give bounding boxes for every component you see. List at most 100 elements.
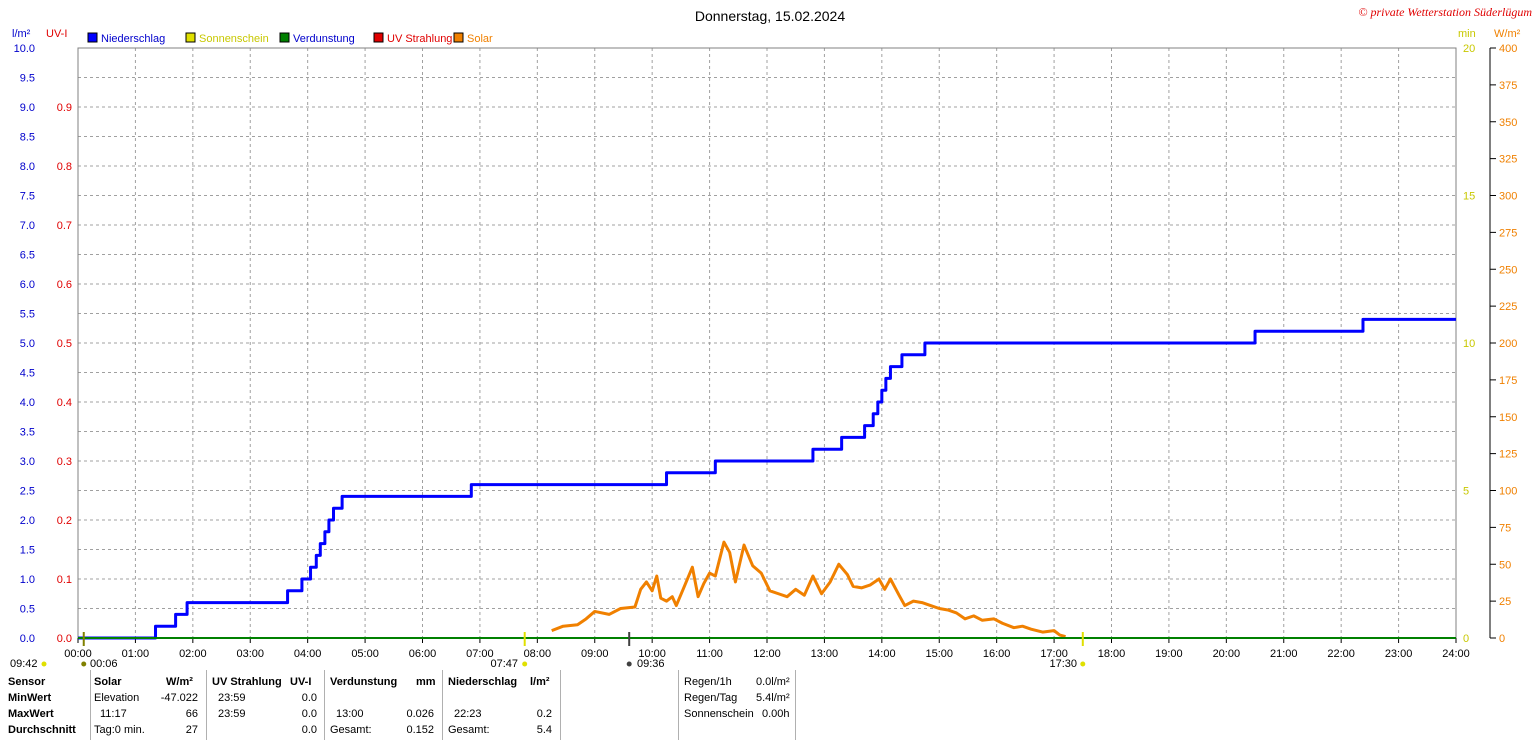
precip-tick-label: 10.0 [14,43,35,55]
solar-tick-label: 200 [1499,338,1517,350]
precip-tick-label: 9.0 [20,102,35,114]
solar-tick-label: 300 [1499,191,1517,203]
legend-swatch [185,32,196,43]
solar-tick-label: 250 [1499,264,1517,276]
summary-label: Sonnenschein [684,708,754,720]
uv-tick-label: 0.5 [57,338,72,350]
precip-tick-label: 1.0 [20,574,35,586]
sunshine-tick-label: 20 [1463,43,1475,55]
precip-tick-label: 0.5 [20,604,35,616]
uv-tick-label: 0.9 [57,102,72,114]
stats-verdunstung-time: 13:00 [336,708,364,720]
stats-header-uv-unit: UV-I [290,676,312,688]
x-tick-label: 09:00 [581,648,609,660]
uv-tick-label: 0.1 [57,574,72,586]
stats-solar-time: Elevation [94,692,140,704]
stats-header-verdunstung-unit: mm [416,676,436,688]
stats-uv-value: 0.0 [301,692,317,704]
legend-swatch [279,32,290,43]
stats-header-sensor: Sensor [8,676,46,688]
precip-tick-label: 4.0 [20,397,35,409]
uv-tick-label: 0.0 [57,633,72,645]
x-tick-label: 21:00 [1270,648,1298,660]
sunshine-tick-label: 5 [1463,486,1469,498]
stats-table: Sensor Solar W/m² UV Strahlung UV-I Verd… [0,668,1536,742]
precip-tick-label: 7.5 [20,191,35,203]
legend-label: Verdunstung [293,33,355,45]
precip-tick-label: 3.0 [20,456,35,468]
stats-solar-value: 66 [185,708,198,720]
legend-swatch [453,32,464,43]
uv-tick-label: 0.3 [57,456,72,468]
precip-tick-label: 6.0 [20,279,35,291]
stats-row-label: MinWert [8,692,52,704]
precip-tick-label: 0.0 [20,633,35,645]
moonrise-marker-label: 00:06 [90,658,118,668]
x-tick-label: 15:00 [925,648,953,660]
stats-verdunstung-value: 0.152 [406,724,434,736]
x-tick-label: 06:00 [409,648,437,660]
precip-tick-label: 4.5 [20,368,35,380]
solar-tick-label: 0 [1499,633,1505,645]
stats-uv-time: 23:59 [218,692,246,704]
stats-solar-time: 11:17 [100,708,127,720]
chart-series [78,317,1456,640]
solar-tick-label: 175 [1499,375,1517,387]
stats-row-label: Durchschnitt [8,724,76,736]
legend-label: UV Strahlung [387,33,452,45]
uv-tick-label: 0.4 [57,397,72,409]
solar-tick-label: 150 [1499,412,1517,424]
legend-label: Solar [467,33,493,45]
chart-title: Donnerstag, 15.02.2024 [695,8,845,24]
legend-swatch [373,32,384,43]
solar-tick-label: 350 [1499,117,1517,129]
x-tick-label: 17:00 [1040,648,1068,660]
solar-tick-label: 375 [1499,80,1517,92]
summary-value: 0.0l/m² [756,676,790,688]
precip-tick-label: 5.0 [20,338,35,350]
solar-tick-label: 275 [1499,227,1517,239]
stats-niederschlag-time: 22:23 [454,708,482,720]
x-tick-label: 02:00 [179,648,207,660]
precip-tick-label: 2.0 [20,515,35,527]
summary-label: Regen/Tag [684,692,738,704]
x-tick-label: 13:00 [811,648,839,660]
series-solar [551,540,1066,638]
uv-tick-label: 0.7 [57,220,72,232]
solar-tick-label: 25 [1499,596,1511,608]
moonset-marker-dot [626,661,632,667]
stats-solar-value: -47.022 [160,692,198,704]
x-tick-label: 11:00 [696,648,723,660]
solar-axis-unit: W/m² [1494,28,1521,40]
stats-header-niederschlag-unit: l/m² [530,676,550,688]
sunset-marker-dot [1080,661,1086,667]
sunshine-tick-label: 0 [1463,633,1469,645]
copyright-text: © private Wetterstation Süderlügum [1358,5,1532,19]
stats-divider [678,670,679,740]
uv-tick-label: 0.8 [57,161,72,173]
solar-tick-label: 400 [1499,43,1517,55]
legend-label: Niederschlag [101,33,165,45]
x-tick-label: 19:00 [1155,648,1183,660]
series-niederschlag [78,317,1456,640]
stats-solar-value: 27 [185,724,198,736]
sunshine-axis-unit: min [1458,28,1476,40]
precip-tick-label: 9.5 [20,73,35,85]
stats-header-solar-unit: W/m² [166,676,193,688]
precip-tick-label: 5.5 [20,309,35,321]
x-tick-label: 23:00 [1385,648,1413,660]
uv-tick-label: 0.6 [57,279,72,291]
precip-tick-label: 3.5 [20,427,35,439]
legend-label: Sonnenschein [199,33,269,45]
precip-tick-label: 1.5 [20,545,35,557]
stats-row-label: MaxWert [8,708,54,720]
sunshine-tick-label: 15 [1463,191,1475,203]
sunshine-tick-label: 10 [1463,338,1475,350]
stats-uv-value: 0.0 [301,708,317,720]
chart-axes: 0.0 0.5 1.0 1.5 2.0 2.5 3.0 3.5 4.0 4.5 5.0 5.5 6.0 6… [14,43,1518,660]
x-tick-label: 12:00 [753,648,781,660]
x-tick-label: 10:00 [638,648,666,660]
stats-niederschlag-value: 0.2 [536,708,552,720]
stats-uv-time: 23:59 [218,708,246,720]
stats-niederschlag-time: Gesamt: [448,724,490,736]
